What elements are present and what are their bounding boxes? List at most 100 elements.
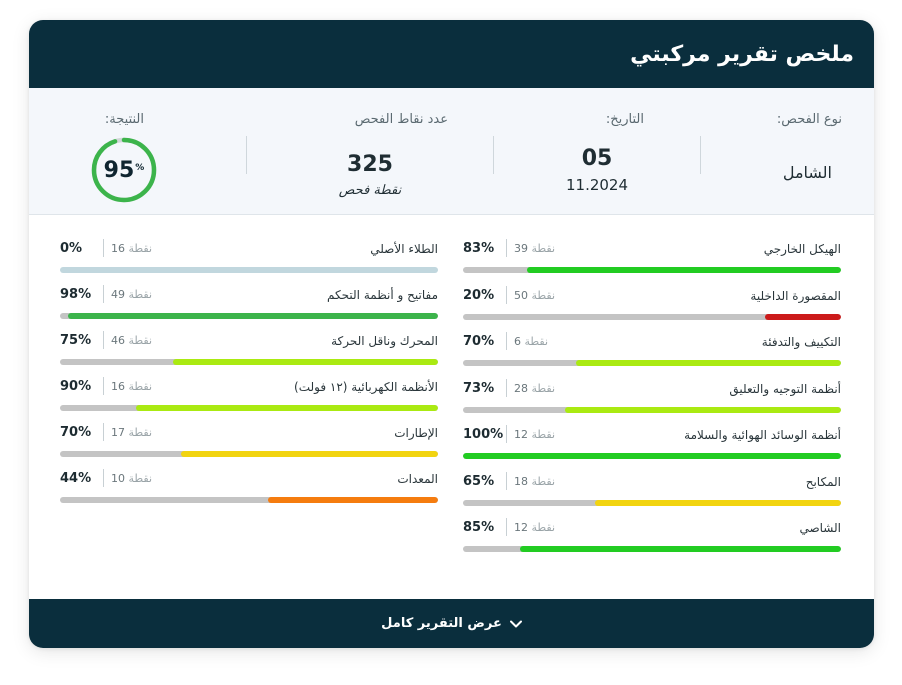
category-percent: 44%	[60, 471, 92, 486]
category-separator	[506, 471, 507, 490]
category-points-unit: نقطة	[531, 288, 556, 302]
points-unit: نقطة فحص	[338, 183, 402, 198]
category-points: 16 نقطة	[111, 380, 152, 393]
inspection-type-label: نوع الفحص:	[776, 112, 842, 127]
category-label: التكييف والتدفئة	[761, 335, 841, 349]
category-separator	[103, 377, 104, 395]
date-label: التاريخ:	[605, 112, 644, 127]
category-separator	[103, 239, 104, 257]
category-points: 50 نقطة	[514, 289, 555, 302]
category-progress-track	[463, 313, 841, 320]
category-progress-fill	[180, 451, 438, 457]
category-percent: 83%	[463, 241, 495, 256]
category-progress-track	[60, 405, 438, 411]
category-points-value: 6	[514, 335, 521, 348]
category-label: الأنظمة الكهربائية (١٢ فولت)	[294, 380, 438, 394]
category-separator	[506, 332, 507, 350]
category-points-unit: نقطة	[531, 474, 556, 488]
category-item: 70% 17 نقطة الإطارات	[60, 423, 438, 459]
category-separator	[103, 331, 104, 349]
category-points: 18 نقطة	[514, 475, 555, 488]
category-progress-fill	[173, 359, 438, 365]
category-percent: 98%	[60, 287, 92, 302]
category-label: أنظمة التوجيه والتعليق	[729, 381, 841, 396]
inspection-type: نوع الفحص: الشامل	[701, 88, 874, 214]
category-label: الشاصي	[799, 521, 841, 535]
category-label: الإطارات	[394, 426, 438, 440]
category-points-unit: نقطة	[531, 381, 556, 395]
category-item: 73% 28 نقطة أنظمة التوجيه والتعليق	[463, 378, 841, 415]
result-label: النتيجة:	[104, 112, 144, 127]
report-footer: عرض التقرير كامل	[29, 599, 874, 648]
category-points-value: 12	[514, 428, 528, 441]
category-progress-track	[60, 497, 438, 503]
category-item: 98% 49 نقطة مفاتيح و أنظمة التحكم	[60, 285, 438, 321]
category-points: 10 نقطة	[111, 472, 152, 485]
view-full-report-label: عرض التقرير كامل	[381, 616, 502, 631]
category-progress-fill	[576, 360, 841, 366]
category-progress-fill	[67, 313, 438, 319]
category-separator	[103, 469, 104, 487]
category-progress-track	[463, 546, 841, 552]
category-item: 100% 12 نقطة أنظمة الوسائد الهوائية والسلا…	[463, 425, 841, 461]
category-points: 16 نقطة	[111, 242, 152, 255]
category-item: 75% 46 نقطة المحرك وناقل الحركة	[60, 331, 438, 367]
report-card: ملخص تقرير مركبتي نوع الفحص: الشامل التا…	[29, 20, 874, 648]
category-percent: 100%	[463, 427, 504, 442]
category-points-value: 16	[111, 242, 125, 255]
category-progress-track	[463, 499, 841, 506]
category-points-value: 16	[111, 380, 125, 393]
report-title: ملخص تقرير مركبتي	[630, 41, 854, 67]
category-label: الطلاء الأصلي	[370, 242, 438, 256]
category-points: 6 نقطة	[514, 335, 548, 348]
category-points-unit: نقطة	[128, 380, 153, 393]
category-progress-track	[60, 359, 438, 365]
category-points-unit: نقطة	[128, 334, 153, 347]
category-item: 90% 16 نقطة الأنظمة الكهربائية (١٢ فولت)	[60, 377, 438, 413]
summary-divider	[493, 136, 494, 174]
category-points: 12 نقطة	[514, 428, 555, 441]
summary-divider	[246, 136, 247, 174]
category-points-unit: نقطة	[524, 335, 549, 348]
category-label: المكابح	[805, 474, 841, 489]
category-item: 83% 39 نقطة الهيكل الخارجي	[463, 239, 841, 275]
points-label: عدد نقاط الفحص	[354, 112, 448, 127]
category-progress-track	[60, 451, 438, 457]
category-points-unit: نقطة	[128, 288, 153, 301]
date-day: 05	[581, 146, 613, 171]
category-points-value: 50	[514, 288, 528, 302]
category-points-unit: نقطة	[531, 242, 556, 255]
category-points-value: 46	[111, 334, 125, 347]
category-separator	[506, 285, 507, 304]
category-points-unit: نقطة	[531, 521, 556, 534]
category-points: 46 نقطة	[111, 334, 152, 347]
category-points-value: 10	[111, 472, 125, 485]
category-separator	[506, 239, 507, 257]
inspection-points: عدد نقاط الفحص 325 نقطة فحص	[247, 88, 493, 214]
category-progress-track	[463, 267, 841, 273]
category-points-value: 12	[514, 521, 528, 534]
category-progress-track	[463, 406, 841, 413]
category-item: 65% 18 نقطة المكابح	[463, 471, 841, 508]
category-progress-fill	[519, 546, 841, 552]
category-item: 70% 6 نقطة التكييف والتدفئة	[463, 332, 841, 368]
category-progress-fill	[463, 453, 841, 459]
result-gauge	[91, 137, 157, 203]
category-progress-fill	[135, 405, 438, 411]
category-progress-track	[463, 360, 841, 366]
view-full-report-button[interactable]: عرض التقرير كامل	[381, 616, 522, 631]
category-percent: 73%	[463, 380, 495, 396]
category-percent: 90%	[60, 379, 92, 394]
inspection-type-value: الشامل	[782, 163, 832, 182]
category-progress-track	[60, 267, 438, 273]
category-progress-track	[60, 313, 438, 319]
category-points-unit: نقطة	[531, 428, 556, 441]
category-percent: 0%	[60, 241, 83, 256]
category-percent: 85%	[463, 520, 495, 535]
category-item: 44% 10 نقطة المعدات	[60, 469, 438, 505]
category-points-value: 49	[111, 288, 125, 301]
category-label: مفاتيح و أنظمة التحكم	[327, 288, 438, 302]
category-label: المحرك وناقل الحركة	[331, 334, 438, 348]
inspection-result: النتيجة:	[29, 88, 246, 214]
category-percent: 65%	[463, 473, 495, 489]
